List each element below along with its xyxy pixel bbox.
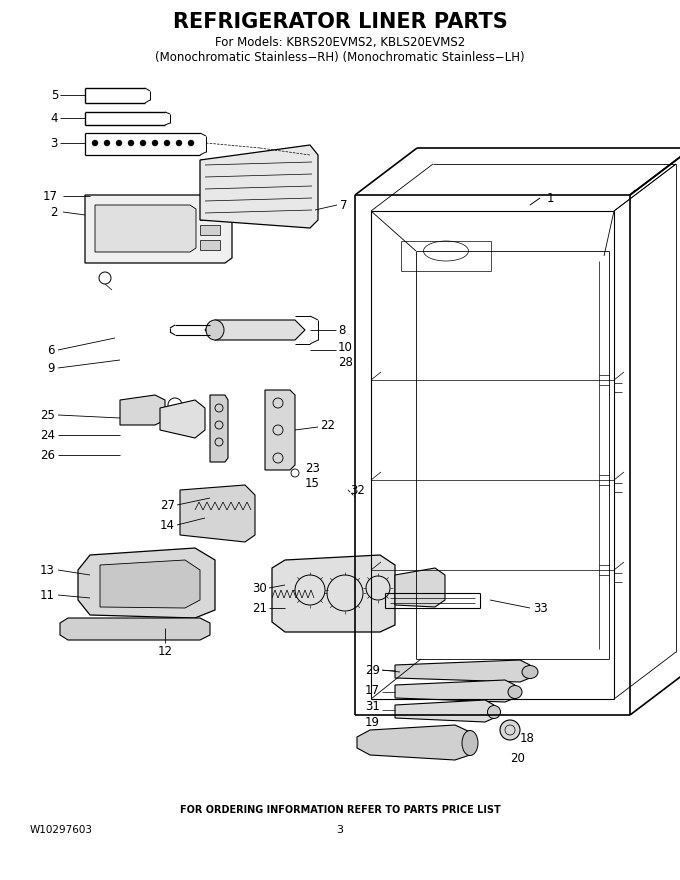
Text: 6: 6 — [48, 343, 55, 356]
Text: 7: 7 — [340, 199, 347, 211]
Polygon shape — [95, 205, 196, 252]
Circle shape — [128, 140, 134, 146]
Text: 15: 15 — [305, 476, 320, 489]
Text: 20: 20 — [510, 752, 525, 765]
Circle shape — [116, 140, 122, 146]
Text: 1: 1 — [547, 192, 554, 204]
Text: 10: 10 — [338, 341, 353, 354]
Circle shape — [164, 140, 170, 146]
Circle shape — [176, 140, 182, 146]
Text: REFRIGERATOR LINER PARTS: REFRIGERATOR LINER PARTS — [173, 12, 507, 32]
Ellipse shape — [500, 720, 520, 740]
Circle shape — [152, 140, 158, 146]
Polygon shape — [395, 568, 445, 607]
Polygon shape — [120, 395, 165, 425]
Polygon shape — [85, 195, 232, 263]
Text: W10297603: W10297603 — [30, 825, 93, 835]
Text: 12: 12 — [158, 645, 173, 658]
Text: 24: 24 — [40, 429, 55, 442]
Polygon shape — [78, 548, 215, 618]
Text: 22: 22 — [320, 419, 335, 431]
Text: 32: 32 — [350, 483, 365, 496]
Ellipse shape — [206, 320, 224, 340]
Text: 30: 30 — [252, 582, 267, 595]
Text: 33: 33 — [533, 602, 548, 614]
Text: 3: 3 — [50, 136, 58, 150]
Bar — [200, 240, 220, 250]
Text: 17: 17 — [365, 684, 380, 696]
Text: 21: 21 — [252, 602, 267, 614]
Text: For Models: KBRS20EVMS2, KBLS20EVMS2: For Models: KBRS20EVMS2, KBLS20EVMS2 — [215, 35, 465, 48]
Polygon shape — [200, 145, 318, 228]
Text: 8: 8 — [338, 324, 345, 336]
Text: 28: 28 — [338, 356, 353, 369]
Circle shape — [140, 140, 146, 146]
Text: 31: 31 — [365, 700, 380, 713]
Text: 27: 27 — [160, 498, 175, 511]
Ellipse shape — [488, 706, 500, 718]
Polygon shape — [160, 400, 205, 438]
Text: 3: 3 — [337, 825, 343, 835]
Ellipse shape — [522, 665, 538, 678]
Bar — [200, 210, 220, 220]
Text: 5: 5 — [50, 89, 58, 101]
Text: 2: 2 — [50, 206, 58, 218]
Polygon shape — [205, 320, 305, 340]
Text: (Monochromatic Stainless−RH) (Monochromatic Stainless−LH): (Monochromatic Stainless−RH) (Monochroma… — [155, 50, 525, 63]
Circle shape — [188, 140, 194, 146]
Text: 11: 11 — [40, 589, 55, 602]
Polygon shape — [395, 660, 530, 682]
Polygon shape — [265, 390, 295, 470]
Text: 29: 29 — [365, 664, 380, 677]
Polygon shape — [357, 725, 470, 760]
Text: FOR ORDERING INFORMATION REFER TO PARTS PRICE LIST: FOR ORDERING INFORMATION REFER TO PARTS … — [180, 805, 500, 815]
Polygon shape — [272, 555, 395, 632]
Polygon shape — [210, 395, 228, 462]
Text: 4: 4 — [50, 112, 58, 124]
Text: 25: 25 — [40, 408, 55, 422]
Text: 17: 17 — [43, 189, 58, 202]
Ellipse shape — [508, 686, 522, 699]
Text: 14: 14 — [160, 518, 175, 532]
Polygon shape — [180, 485, 255, 542]
Text: 26: 26 — [40, 449, 55, 461]
Polygon shape — [395, 700, 494, 722]
Text: 18: 18 — [520, 731, 535, 744]
Text: 23: 23 — [305, 461, 320, 474]
Ellipse shape — [462, 730, 478, 756]
Polygon shape — [60, 618, 210, 640]
Circle shape — [104, 140, 110, 146]
Text: 19: 19 — [365, 715, 380, 729]
Bar — [200, 225, 220, 235]
Text: 13: 13 — [40, 563, 55, 576]
Polygon shape — [100, 560, 200, 608]
Circle shape — [92, 140, 98, 146]
Polygon shape — [395, 680, 515, 702]
Text: 9: 9 — [48, 362, 55, 375]
